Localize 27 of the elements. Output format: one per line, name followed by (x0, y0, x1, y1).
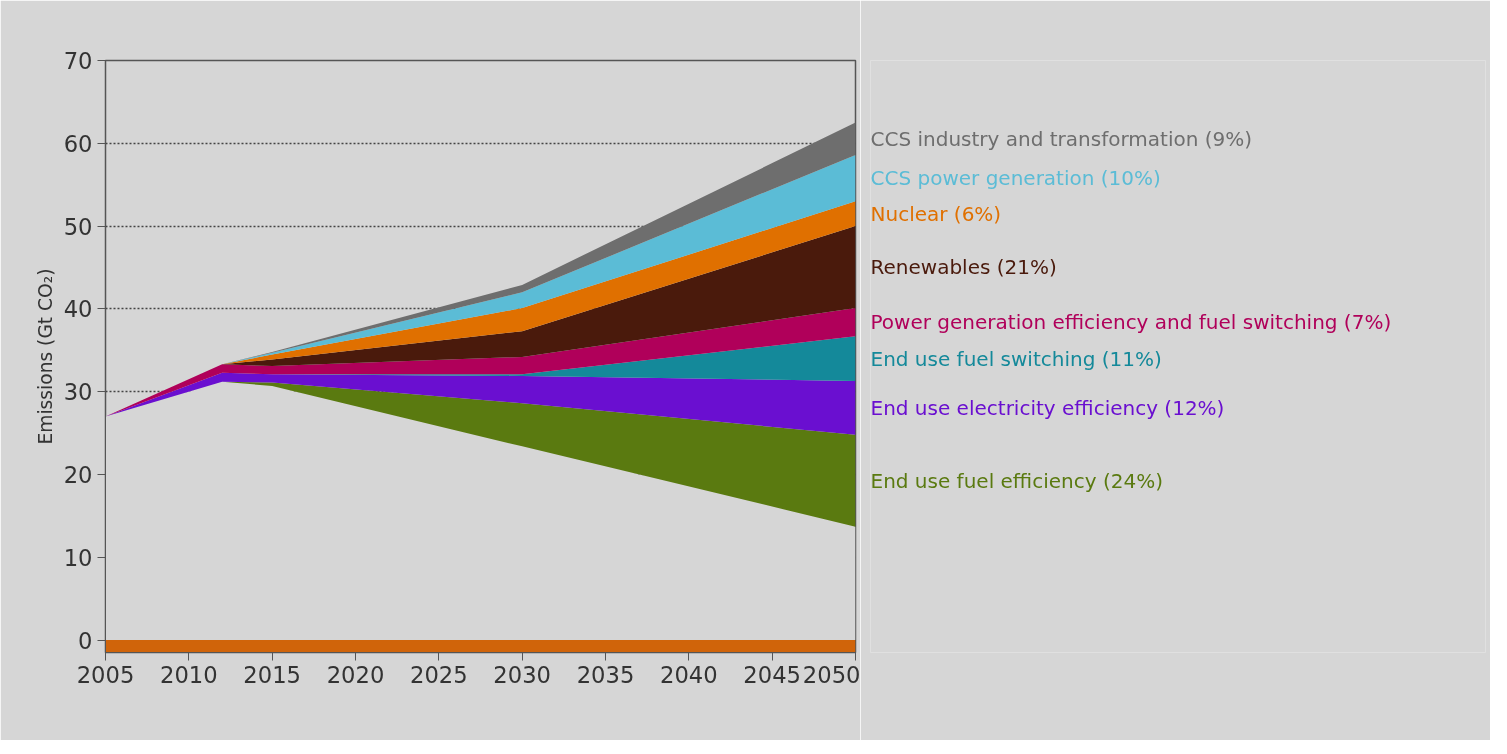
x-tick-label: 2030 (493, 661, 552, 688)
x-tick-label: 2010 (160, 661, 218, 688)
series-label: CCS industry and transformation (9%) (870, 126, 1253, 151)
series-label: End use fuel switching (11%) (870, 346, 1162, 371)
series-label: Nuclear (6%) (870, 201, 1002, 226)
x-tick-label: 2015 (243, 661, 302, 688)
series-label: Power generation efficiency and fuel switching (7%) (870, 310, 1392, 335)
x-tick-label: 2050 (802, 661, 861, 688)
y-tick-label: 50 (63, 213, 93, 240)
x-tick-label: 2005 (76, 661, 135, 688)
x-tick-label: 2040 (660, 661, 718, 688)
x-tick-label: 2020 (326, 661, 385, 688)
y-tick-label: 10 (63, 544, 93, 571)
y-tick-label: 70 (63, 48, 93, 74)
series-label: CCS power generation (10%) (870, 166, 1161, 191)
y-tick-label: 0 (78, 627, 93, 654)
x-tick-label: 2035 (576, 661, 635, 688)
x-tick-label: 2025 (410, 661, 468, 688)
series-label: End use electricity efficiency (12%) (870, 395, 1225, 420)
y-tick-label: 20 (63, 461, 93, 488)
series-label: End use fuel efficiency (24%) (870, 468, 1163, 493)
x-tick-label: 2045 (743, 661, 802, 688)
series-label: Renewables (21%) (870, 255, 1057, 280)
y-tick-label: 40 (63, 296, 93, 323)
y-tick-label: 30 (63, 379, 93, 406)
y-tick-label: 60 (63, 130, 93, 157)
y-axis-title: Emissions (Gt CO₂) (34, 268, 56, 445)
